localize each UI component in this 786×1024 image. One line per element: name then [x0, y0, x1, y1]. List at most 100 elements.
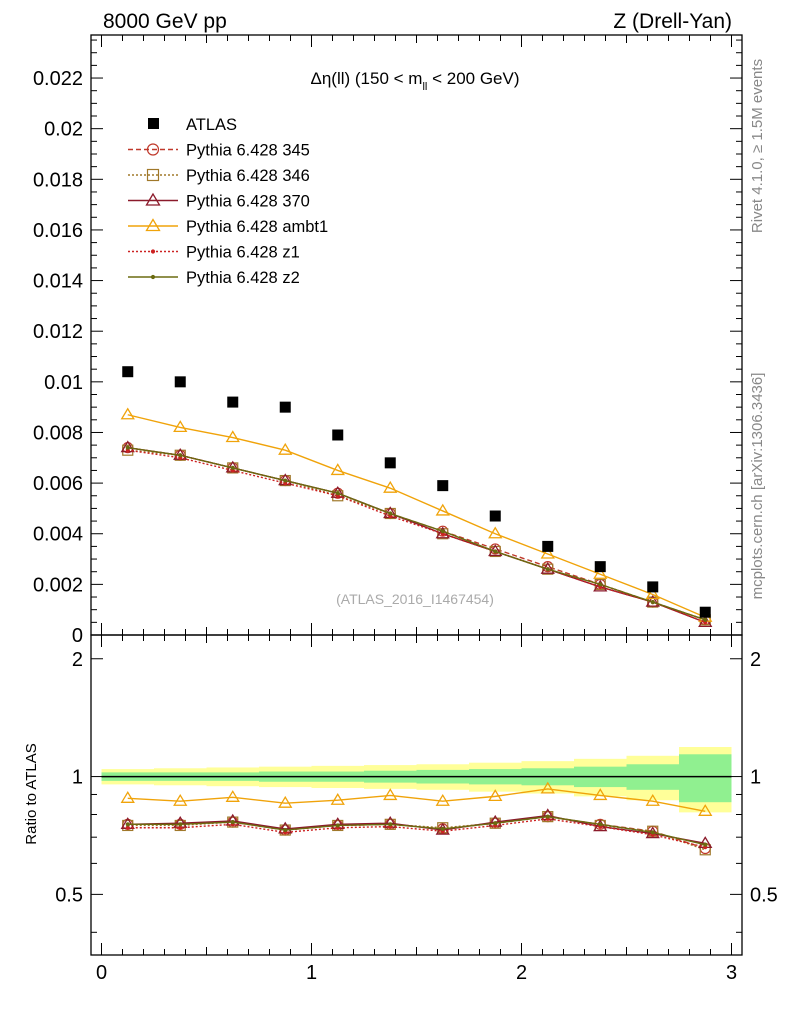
series-5-point: [335, 491, 340, 496]
series-5-point: [283, 478, 288, 483]
legend-label: ATLAS: [186, 116, 237, 134]
y-tick-label: 0.016: [33, 220, 83, 242]
y-tick-label: 0.002: [33, 574, 83, 596]
series-3-ratio-point: [173, 793, 188, 806]
legend-label: Pythia 6.428 345: [186, 142, 310, 160]
y-tick-label: 0.018: [33, 169, 83, 191]
series-3-point: [435, 503, 450, 516]
series-5-ratio-point: [598, 822, 603, 827]
series-5-ratio-point: [178, 822, 183, 827]
series-5-point: [598, 582, 603, 587]
legend-marker: [146, 168, 160, 182]
series-3-line: [127, 414, 706, 618]
mc-series: [120, 407, 713, 856]
legend-marker: [145, 192, 161, 206]
series-3-ratio-point: [540, 781, 555, 794]
series-5-ratio-point: [335, 823, 340, 828]
legend-item-series-4: Pythia 6.428 z1: [128, 244, 300, 262]
series-5-point: [440, 529, 445, 534]
series-4-ratio-point: [178, 825, 183, 830]
legend-item-series-0: Pythia 6.428 345: [128, 142, 310, 160]
legend-item-series-5: Pythia 6.428 z2: [128, 269, 300, 287]
series-3-point: [488, 526, 503, 539]
plot-frames: [90, 34, 743, 956]
legend: ATLAS Pythia 6.428 345 Pythia 6.428 346 Pyt…: [128, 116, 328, 287]
ratio-tick-label: 1: [72, 767, 83, 789]
series-5-ratio-point: [388, 822, 393, 827]
header-right: Z (Drell-Yan): [613, 10, 732, 33]
y-tick-label: 0.004: [33, 524, 83, 546]
legend-marker: [145, 218, 161, 232]
series-3-ratio-point: [278, 795, 293, 808]
tick-labels: 0 0.002 0.004 0.006 0.008 0.01 0.012 0.014 0.016…: [33, 68, 778, 984]
series-5-point: [703, 617, 708, 622]
legend-label: Pythia 6.428 ambt1: [186, 218, 328, 236]
atlas-data-point: [489, 510, 501, 522]
series-3-point: [383, 480, 398, 493]
y-tick-label: 0.014: [33, 271, 83, 293]
legend-marker: [150, 274, 156, 280]
series-4-ratio-point: [125, 825, 130, 830]
legend-item-series-2: Pythia 6.428 370: [128, 193, 310, 211]
plot-title: Δη(ll) (150 < mll < 200 GeV): [310, 69, 519, 93]
atlas-data-point: [227, 396, 239, 408]
series-3-ratio-point: [645, 793, 660, 806]
legend-label: Pythia 6.428 z2: [186, 269, 300, 287]
series-3-point: [278, 442, 293, 455]
ratio-tick-label-right: 0.5: [750, 884, 778, 906]
series-3-point: [173, 420, 188, 433]
series-3-point: [593, 566, 608, 579]
ratio-tick-label-right: 1: [750, 767, 761, 789]
plot-title-main: Δη(ll) (150 < m: [310, 69, 422, 88]
series-5-ratio-point: [545, 814, 550, 819]
series-3-ratio-point: [383, 788, 398, 801]
series-5-ratio-point: [493, 821, 498, 826]
series-3-ratio-point: [435, 793, 450, 806]
ratio-frame: [90, 634, 743, 956]
series-5-ratio-point: [703, 842, 708, 847]
atlas-data-point: [437, 480, 449, 492]
series-5-ratio-point: [283, 827, 288, 833]
series-3-point: [120, 407, 135, 420]
y-tick-label: 0.02: [44, 119, 83, 141]
ratio-tick-label: 0.5: [55, 884, 83, 906]
atlas-data-point: [542, 540, 554, 552]
legend-label: Pythia 6.428 346: [186, 167, 310, 185]
series-3-ratio-point: [698, 804, 713, 816]
atlas-data: [122, 366, 711, 618]
ratio-tick-label: 2: [72, 649, 83, 671]
atlas-data-point: [332, 429, 344, 441]
series-3-point: [540, 546, 555, 559]
series-3-ratio-line: [127, 788, 706, 813]
legend-item-atlas: ATLAS: [148, 116, 237, 134]
side-rivet: Rivet 4.1.0, ≥ 1.5M events: [749, 59, 766, 233]
legend-atlas-marker: [148, 118, 159, 129]
y-tick-label: 0.008: [33, 422, 83, 444]
atlas-data-point: [647, 581, 659, 593]
header-left: 8000 GeV pp: [103, 10, 227, 33]
x-tick-label: 3: [726, 962, 737, 984]
uncertainty-bands: [101, 747, 732, 813]
series-5-ratio-point: [230, 819, 235, 825]
watermark: (ATLAS_2016_I1467454): [336, 591, 494, 607]
series-4-ratio-line: [127, 818, 706, 848]
series-5-ratio-point: [440, 826, 445, 831]
series-5-point: [388, 511, 393, 516]
atlas-data-point: [174, 376, 186, 388]
series-3-ratio-point: [225, 790, 240, 802]
legend-label: Pythia 6.428 z1: [186, 244, 300, 262]
y-tick-label: 0.01: [44, 372, 83, 394]
y-tick-label: 0.012: [33, 321, 83, 343]
legend-marker: [146, 143, 160, 156]
series-5-line: [127, 446, 706, 621]
ratio-tick-label-right: 2: [750, 649, 761, 671]
y-tick-label: 0.006: [33, 473, 83, 495]
series-3-point: [330, 463, 345, 476]
series-5-point: [493, 549, 498, 554]
atlas-data-point: [594, 561, 606, 573]
y-tick-label: 0: [72, 625, 83, 647]
series-5-ratio-point: [650, 830, 655, 835]
side-mcplots: mcplots.cern.ch [arXiv:1306.3436]: [749, 373, 766, 600]
legend-item-series-1: Pythia 6.428 346: [128, 167, 310, 185]
